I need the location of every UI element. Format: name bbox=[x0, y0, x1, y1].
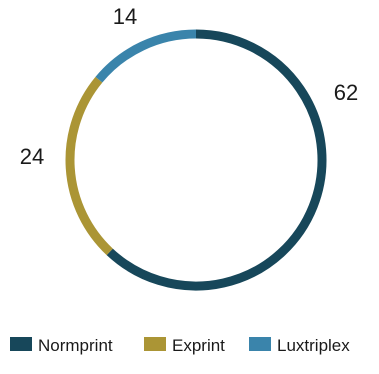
value-label-normprint: 62 bbox=[334, 80, 358, 105]
legend-label-exprint: Exprint bbox=[172, 336, 225, 355]
value-label-exprint: 24 bbox=[20, 144, 44, 169]
legend-item-exprint[interactable]: Exprint bbox=[144, 336, 225, 355]
donut-slices bbox=[65, 29, 327, 291]
slice-exprint bbox=[65, 76, 113, 256]
legend-swatch-exprint bbox=[144, 337, 166, 351]
legend-swatch-luxtriplex bbox=[249, 337, 271, 351]
legend-item-normprint[interactable]: Normprint bbox=[10, 336, 113, 355]
slice-normprint bbox=[106, 29, 327, 291]
value-labels: 62 24 14 bbox=[20, 4, 358, 169]
legend-swatch-normprint bbox=[10, 337, 32, 351]
legend-label-normprint: Normprint bbox=[38, 336, 113, 355]
legend-label-luxtriplex: Luxtriplex bbox=[277, 336, 350, 355]
slice-luxtriplex bbox=[95, 29, 197, 83]
value-label-luxtriplex: 14 bbox=[113, 4, 137, 29]
legend-item-luxtriplex[interactable]: Luxtriplex bbox=[249, 336, 350, 355]
legend[interactable]: Normprint Exprint Luxtriplex bbox=[10, 336, 350, 355]
